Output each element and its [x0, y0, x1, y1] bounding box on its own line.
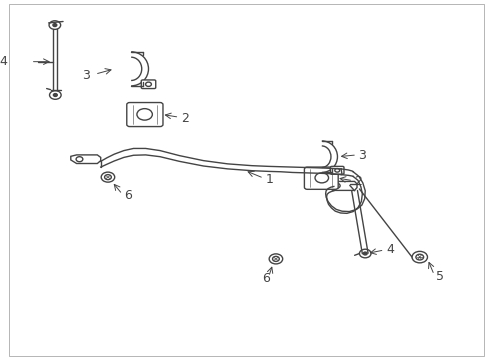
Circle shape	[363, 252, 366, 255]
Polygon shape	[327, 181, 356, 190]
Text: 6: 6	[123, 189, 131, 202]
Text: 3: 3	[358, 149, 366, 162]
FancyBboxPatch shape	[126, 103, 163, 127]
Circle shape	[53, 24, 57, 27]
Text: 4: 4	[385, 243, 393, 256]
Text: 2: 2	[354, 175, 362, 188]
Text: 3: 3	[82, 69, 90, 82]
Text: 1: 1	[265, 173, 273, 186]
Polygon shape	[71, 155, 101, 163]
Text: 2: 2	[181, 112, 188, 125]
Text: 5: 5	[435, 270, 443, 283]
Text: 6: 6	[262, 272, 270, 285]
FancyBboxPatch shape	[330, 166, 343, 174]
FancyBboxPatch shape	[141, 80, 155, 89]
Circle shape	[53, 94, 57, 96]
Text: 4: 4	[0, 55, 7, 68]
FancyBboxPatch shape	[304, 167, 338, 189]
